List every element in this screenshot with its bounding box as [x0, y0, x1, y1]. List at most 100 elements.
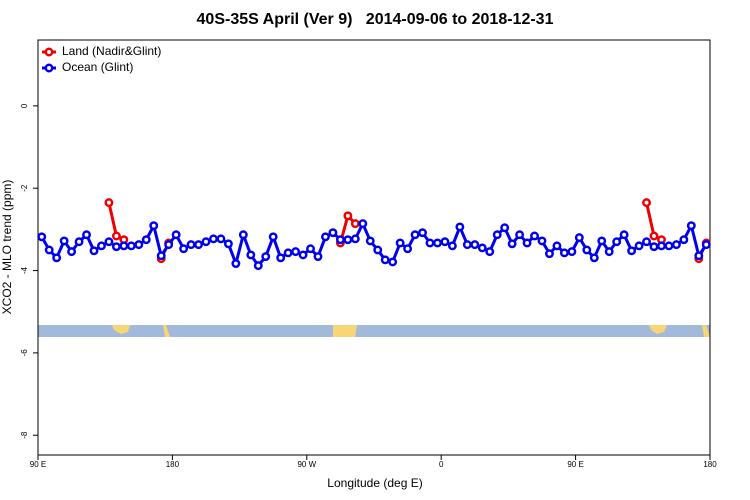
- data-point: [627, 246, 637, 256]
- data-point: [126, 241, 136, 251]
- data-point: [634, 241, 644, 251]
- data-point: [343, 235, 353, 245]
- data-point: [306, 244, 315, 254]
- x-axis-label: Longitude (deg E): [327, 476, 422, 490]
- data-point: [403, 244, 413, 254]
- plot-frame: [37, 39, 711, 456]
- data-point: [321, 232, 330, 242]
- land-shape: [112, 325, 130, 334]
- data-point: [186, 240, 196, 250]
- y-axis-label: XCO2 - MLO trend (ppm): [0, 180, 14, 315]
- map-strip: [38, 325, 710, 337]
- data-point: [425, 238, 435, 248]
- data-point: [433, 238, 442, 248]
- data-point: [418, 228, 427, 238]
- data-point: [649, 231, 659, 241]
- data-point: [82, 230, 91, 240]
- data-point: [455, 222, 465, 232]
- data-point: [343, 211, 353, 221]
- data-point: [642, 198, 651, 208]
- data-point: [223, 239, 233, 249]
- data-point: [612, 237, 622, 247]
- data-point: [373, 245, 383, 255]
- data-point: [156, 251, 166, 261]
- ocean-strip: [38, 325, 710, 337]
- data-point: [567, 247, 577, 257]
- data-point: [619, 230, 629, 240]
- data-point: [686, 221, 696, 231]
- data-point: [298, 250, 308, 260]
- legend-label: Land (Nadir&Glint): [62, 44, 161, 58]
- x-tick-label: 180: [703, 460, 717, 469]
- data-point: [253, 261, 263, 271]
- data-point: [194, 240, 203, 250]
- data-point: [657, 241, 666, 251]
- data-point: [276, 253, 286, 263]
- legend-marker: [44, 63, 54, 73]
- data-point: [589, 253, 599, 263]
- data-point: [447, 241, 457, 251]
- data-point: [507, 239, 517, 249]
- data-point: [440, 237, 450, 247]
- data-point: [388, 257, 398, 267]
- land-shape: [649, 325, 667, 334]
- x-tick-label: 90 W: [297, 460, 316, 469]
- data-point: [358, 219, 368, 229]
- data-point: [597, 236, 607, 246]
- data-point: [552, 241, 562, 251]
- data-point: [485, 247, 495, 257]
- x-tick-label: 90 E: [567, 460, 583, 469]
- data-point: [291, 247, 301, 257]
- data-point: [380, 255, 390, 265]
- data-point: [701, 240, 711, 250]
- data-point: [111, 231, 121, 241]
- data-point: [642, 237, 651, 247]
- data-point: [231, 259, 241, 269]
- data-point: [559, 248, 569, 258]
- data-point: [37, 232, 47, 242]
- y-tick-label: -8: [20, 431, 29, 439]
- data-point: [537, 236, 547, 246]
- data-point: [335, 235, 345, 245]
- data-point: [545, 249, 554, 259]
- data-point: [313, 252, 323, 262]
- data-point: [44, 245, 54, 255]
- data-point: [283, 248, 293, 258]
- data-point: [104, 198, 114, 208]
- x-tick-label: 180: [166, 460, 180, 469]
- data-point: [216, 234, 226, 244]
- data-point: [574, 233, 584, 243]
- data-point: [522, 238, 532, 248]
- data-point: [89, 246, 99, 256]
- data-point: [365, 236, 375, 246]
- data-point: [477, 243, 487, 253]
- data-point: [268, 232, 278, 242]
- data-point: [462, 240, 472, 250]
- data-point: [74, 237, 84, 247]
- data-point: [209, 234, 218, 244]
- legend-label: Ocean (Glint): [62, 60, 133, 74]
- data-point: [694, 251, 704, 261]
- data-point: [679, 235, 689, 245]
- data-point: [149, 221, 159, 231]
- data-point: [52, 253, 62, 263]
- data-point: [179, 244, 189, 254]
- land-shape: [163, 325, 170, 337]
- data-point: [492, 230, 502, 240]
- land-shape: [333, 325, 357, 337]
- x-tick-label: 0: [439, 460, 444, 469]
- data-point: [500, 223, 510, 233]
- data-point: [104, 237, 114, 247]
- data-point: [59, 236, 69, 246]
- data-point: [238, 230, 248, 240]
- data-point: [111, 242, 121, 252]
- data-point: [119, 241, 129, 251]
- data-point: [350, 234, 360, 244]
- y-tick-label: 0: [20, 103, 29, 108]
- data-point: [201, 237, 211, 247]
- data-point: [261, 252, 271, 262]
- data-point: [671, 240, 681, 250]
- data-point: [515, 230, 525, 240]
